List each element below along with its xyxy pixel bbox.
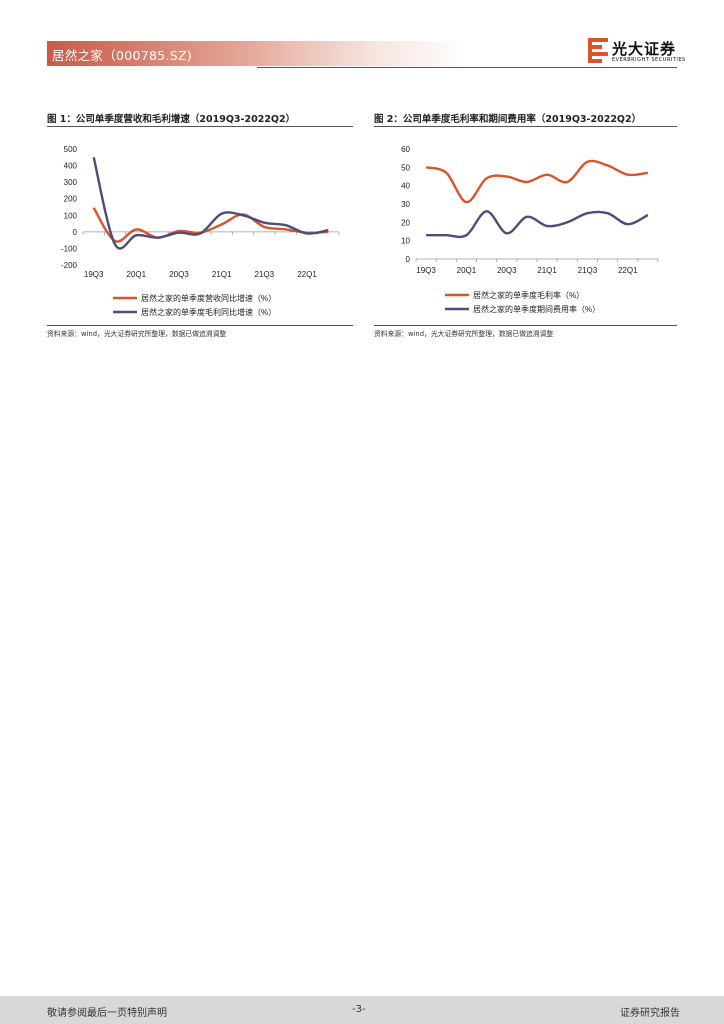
header-band	[47, 41, 467, 66]
x-tick-label: 21Q1	[537, 266, 557, 275]
figure-2-chart: 60 50 40 30 20 10 0 19Q3 20Q1 20Q3 21Q1 21Q3 22Q1 居然之…	[401, 145, 659, 314]
legend-label-2: 居然之家的单季度期间费用率（%）	[473, 304, 600, 314]
figure-1-source: 资料来源：wind，光大证券研究所整理，数据已做追溯调整	[47, 330, 227, 338]
y-tick-label: 40	[401, 182, 410, 191]
footer-disclaimer: 敬请参阅最后一页特别声明	[47, 1008, 167, 1019]
footer-band	[0, 996, 724, 1024]
figure-2-bottom-rule	[374, 325, 677, 326]
y-tick-label: 0	[406, 255, 411, 264]
legend-label-1: 居然之家的单季度营收同比增速（%）	[141, 293, 276, 303]
series-line-2	[426, 210, 649, 239]
series-line-1	[425, 159, 649, 204]
y-tick-label: 500	[64, 145, 78, 154]
x-tick-label: 19Q3	[416, 266, 436, 275]
y-tick-label: 300	[64, 178, 78, 187]
y-tick-label: 0	[73, 228, 78, 237]
x-tick-label: 21Q1	[212, 270, 232, 279]
x-tick-label: 20Q1	[127, 270, 147, 279]
x-tick-label: 20Q3	[497, 266, 517, 275]
brand-logo-icon	[588, 38, 608, 63]
footer-report-type: 证券研究报告	[620, 1008, 680, 1019]
figure-1-title: 图 1：公司单季度营收和毛利增速（2019Q3-2022Q2）	[47, 114, 296, 125]
y-tick-label: 20	[401, 218, 410, 227]
y-tick-label: 400	[64, 162, 78, 171]
figure-1-chart: 500 400 300 200 100 0 -100 -200 19Q3 20Q1 20Q3 21Q1…	[61, 145, 340, 317]
y-tick-label: 60	[401, 145, 410, 154]
header-rule	[257, 67, 677, 68]
brand-name: 光大证券	[612, 40, 677, 58]
y-tick-label: 30	[401, 200, 410, 209]
x-tick-label: 22Q1	[297, 270, 317, 279]
x-tick-label: 21Q3	[578, 266, 598, 275]
brand-name-en: EVERBRIGHT SECURITIES	[612, 57, 686, 63]
figure-2-source: 资料来源：wind，光大证券研究所整理，数据已做追溯调整	[374, 330, 554, 338]
x-tick-label: 22Q1	[618, 266, 638, 275]
x-tick-label: 20Q1	[457, 266, 477, 275]
y-tick-label: 10	[401, 237, 410, 246]
report-title: 居然之家（000785.SZ)	[52, 48, 193, 63]
legend-label-2: 居然之家的单季度毛利同比增速（%）	[141, 307, 276, 317]
y-tick-label: -200	[61, 261, 78, 270]
y-tick-label: 200	[64, 195, 78, 204]
legend-label-1: 居然之家的单季度毛利率（%）	[473, 290, 584, 300]
y-tick-label: 50	[401, 163, 410, 172]
figure-1-bottom-rule	[47, 325, 353, 326]
page-number: -3-	[352, 1004, 366, 1015]
figure-2-title: 图 2：公司单季度毛利率和期间费用率（2019Q3-2022Q2）	[374, 114, 642, 125]
x-tick-label: 21Q3	[255, 270, 275, 279]
figure-1-rule	[47, 126, 353, 127]
series-line-2	[92, 157, 329, 250]
y-tick-label: -100	[61, 244, 78, 253]
figure-2-rule	[374, 126, 677, 127]
x-tick-label: 19Q3	[84, 270, 104, 279]
y-tick-label: 100	[64, 211, 78, 220]
x-tick-label: 20Q3	[169, 270, 189, 279]
series-line-1	[92, 207, 329, 243]
